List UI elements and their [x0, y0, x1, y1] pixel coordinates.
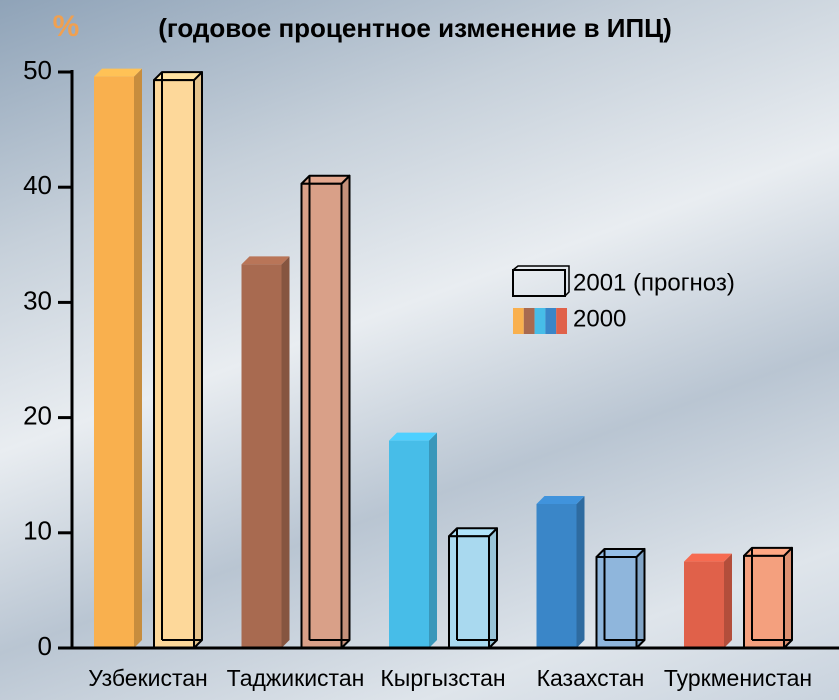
y-tick-label: 20 [23, 400, 52, 430]
bar-side [783, 546, 793, 649]
bar-side [724, 553, 732, 648]
legend-swatch [556, 308, 567, 334]
bar-top [241, 256, 290, 265]
x-tick-label: Казахстан [537, 665, 645, 691]
y-tick-label: 50 [23, 55, 52, 85]
legend-label: 2001 (прогноз) [573, 269, 735, 296]
y-tick-label: 0 [38, 631, 52, 661]
legend-swatch [534, 308, 546, 334]
bar [241, 264, 282, 648]
legend-swatch [545, 308, 557, 334]
x-tick-label: Туркменистан [664, 665, 812, 691]
bar [595, 555, 638, 650]
bar-side [576, 496, 585, 648]
x-tick-label: Кыргызстан [380, 665, 505, 691]
bar-side [134, 68, 142, 648]
bar-top [389, 432, 437, 441]
bar-top [684, 553, 732, 562]
y-tick-label: 10 [23, 516, 52, 546]
y-tick-label: 40 [23, 170, 52, 200]
y-axis-label: % [53, 10, 80, 43]
bar-side [193, 71, 203, 649]
bar-side [635, 547, 646, 649]
x-tick-label: Таджикистан [227, 665, 365, 691]
bar [94, 76, 134, 648]
legend-swatch [512, 269, 566, 297]
bar-top [94, 68, 142, 77]
x-tick-label: Узбекистан [88, 665, 208, 691]
bar-side [340, 174, 351, 649]
bar-top [536, 496, 585, 504]
bar-side [429, 432, 437, 648]
legend-label: 2000 [573, 305, 626, 332]
bar-side [281, 256, 290, 648]
bar [300, 182, 343, 650]
bar [389, 440, 429, 648]
bar-side [488, 527, 498, 649]
legend-swatch [513, 308, 524, 334]
y-tick-label: 30 [23, 285, 52, 315]
chart-title: (годовое процентное изменение в ИПЦ) [158, 13, 672, 43]
bar [153, 79, 195, 649]
bar [448, 535, 490, 649]
bar [743, 554, 785, 650]
legend-swatch [523, 308, 535, 334]
legend-swatch [512, 265, 570, 297]
bar [684, 561, 724, 648]
bar [536, 504, 577, 648]
